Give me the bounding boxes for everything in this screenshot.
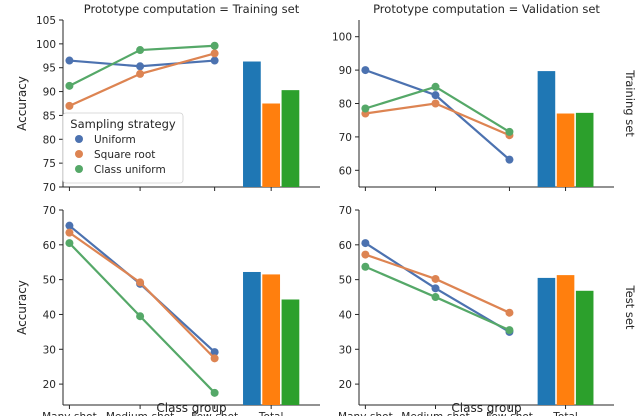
- bar-total-uniform: [243, 62, 261, 187]
- data-point-class-uniform: [432, 83, 440, 91]
- y-tick-label: 20: [339, 379, 352, 391]
- y-axis-label: Accuracy: [15, 280, 29, 335]
- bar-total-uniform: [243, 272, 261, 405]
- row-label: Test set: [623, 285, 636, 330]
- data-point-square-root: [211, 49, 219, 57]
- panel-3: 20 30 40 50 60 70 Many-shot Medium-shot Few-shot…: [15, 205, 320, 416]
- y-tick-label: 90: [339, 65, 352, 77]
- x-tick-label: Total: [258, 411, 284, 416]
- legend-label-uniform: Uniform: [94, 134, 136, 146]
- data-point-uniform: [65, 57, 73, 65]
- data-point-uniform: [361, 66, 369, 74]
- row-label: Training set: [623, 69, 636, 137]
- data-point-square-root: [136, 278, 144, 286]
- data-point-class-uniform: [65, 239, 73, 247]
- data-point-square-root: [65, 229, 73, 237]
- y-tick-label: 40: [339, 309, 352, 321]
- legend-title: Sampling strategy: [70, 117, 176, 131]
- x-tick-label: Many-shot: [338, 411, 393, 416]
- y-tick-label: 60: [339, 165, 352, 177]
- data-point-square-root: [211, 354, 219, 362]
- panel-4: 20 30 40 50 60 70 Many-shot Medium-shot Few-shot…: [338, 205, 636, 416]
- y-tick-label: 60: [339, 240, 352, 252]
- data-point-class-uniform: [505, 326, 513, 334]
- bar-total-square-root: [262, 104, 280, 188]
- panel-title: Prototype computation = Training set: [84, 2, 300, 16]
- data-point-uniform: [211, 57, 219, 65]
- data-point-class-uniform: [65, 82, 73, 90]
- data-point-class-uniform: [361, 105, 369, 113]
- y-tick-label: 80: [43, 134, 56, 146]
- data-point-class-uniform: [505, 128, 513, 136]
- legend-label-square-root: Square root: [94, 149, 155, 161]
- y-tick-label: 20: [43, 379, 56, 391]
- bar-total-square-root: [262, 274, 280, 405]
- y-tick-label: 100: [332, 32, 352, 44]
- bar-total-uniform: [538, 71, 556, 187]
- data-point-square-root: [505, 309, 513, 317]
- data-point-class-uniform: [136, 46, 144, 54]
- x-axis-label: Class group: [156, 401, 226, 415]
- panel-title: Prototype computation = Validation set: [373, 2, 600, 16]
- data-point-uniform: [65, 222, 73, 230]
- y-tick-label: 70: [43, 182, 56, 194]
- data-point-square-root: [136, 70, 144, 78]
- data-point-class-uniform: [432, 293, 440, 301]
- bar-total-class-uniform: [576, 113, 594, 187]
- bar-total-uniform: [538, 278, 556, 405]
- y-tick-label: 80: [339, 99, 352, 111]
- y-tick-label: 85: [43, 110, 56, 122]
- data-point-square-root: [361, 251, 369, 259]
- y-tick-label: 95: [43, 63, 56, 75]
- data-point-class-uniform: [211, 42, 219, 50]
- x-tick-label: Total: [552, 411, 578, 416]
- legend-marker-square-root: [75, 150, 83, 158]
- y-tick-label: 30: [43, 344, 56, 356]
- legend: Sampling strategy Uniform Square root Class…: [63, 113, 183, 183]
- panel-2: 60 70 80 90 100 Prototype computation = Valid…: [332, 2, 636, 191]
- y-tick-label: 30: [339, 344, 352, 356]
- y-tick-label: 75: [43, 158, 56, 170]
- data-point-uniform: [432, 284, 440, 292]
- y-tick-label: 70: [43, 205, 56, 217]
- data-point-square-root: [432, 275, 440, 283]
- data-point-uniform: [505, 156, 513, 164]
- series-line-square-root: [365, 255, 509, 313]
- legend-marker-uniform: [75, 135, 83, 143]
- y-tick-label: 70: [339, 205, 352, 217]
- bar-total-class-uniform: [576, 291, 594, 405]
- y-tick-label: 105: [36, 15, 56, 27]
- data-point-uniform: [361, 239, 369, 247]
- data-point-square-root: [65, 102, 73, 110]
- legend-marker-class-uniform: [75, 165, 83, 173]
- legend-label-class-uniform: Class uniform: [94, 164, 166, 176]
- data-point-uniform: [136, 62, 144, 70]
- bar-total-class-uniform: [282, 90, 300, 187]
- y-tick-label: 50: [43, 275, 56, 287]
- y-tick-label: 90: [43, 87, 56, 99]
- y-tick-label: 100: [36, 39, 56, 51]
- bar-total-square-root: [557, 275, 575, 405]
- data-point-class-uniform: [211, 389, 219, 397]
- series-line-uniform: [69, 226, 214, 352]
- y-tick-label: 40: [43, 309, 56, 321]
- data-point-class-uniform: [361, 263, 369, 271]
- data-point-uniform: [432, 91, 440, 99]
- series-line-square-root: [69, 233, 214, 359]
- y-axis-label: Accuracy: [15, 76, 29, 131]
- y-tick-label: 50: [339, 275, 352, 287]
- y-tick-label: 70: [339, 132, 352, 144]
- y-tick-label: 60: [43, 240, 56, 252]
- x-axis-label: Class group: [451, 401, 521, 415]
- data-point-class-uniform: [136, 312, 144, 320]
- data-point-square-root: [432, 100, 440, 108]
- bar-total-square-root: [557, 114, 575, 187]
- x-tick-label: Many-shot: [42, 411, 97, 416]
- bar-total-class-uniform: [282, 299, 300, 405]
